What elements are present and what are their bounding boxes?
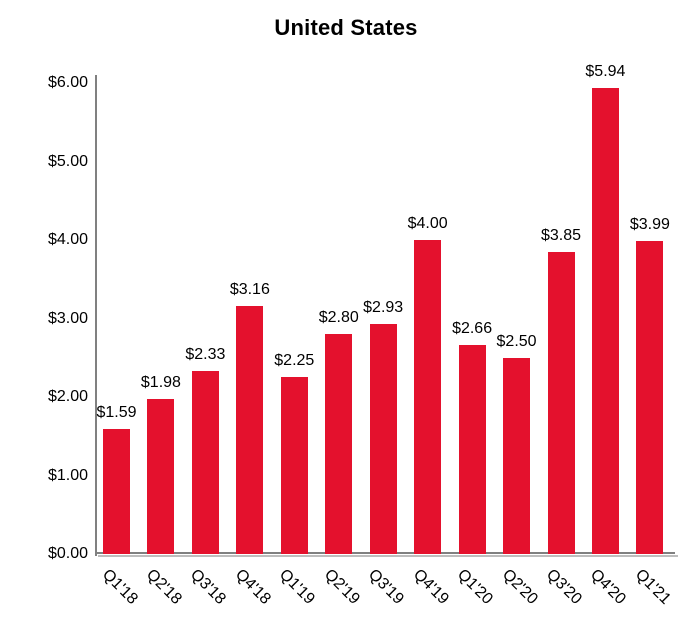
x-axis-tick-label: Q4'18 <box>231 566 274 608</box>
y-axis-tick-label: $0.00 <box>47 545 88 562</box>
bar <box>103 429 130 554</box>
bar-value-label: $3.16 <box>229 281 270 298</box>
bar <box>458 345 486 554</box>
bar-value-label: $3.99 <box>629 216 670 233</box>
y-axis-tick-label: $4.00 <box>47 231 88 248</box>
x-axis-tick-label: Q1'19 <box>276 566 319 608</box>
bar-value-label: $5.94 <box>585 63 626 80</box>
y-axis-line <box>95 75 97 556</box>
x-axis-tick-label: Q1'21 <box>631 566 674 608</box>
bar-value-label: $1.59 <box>96 404 137 421</box>
y-axis-tick-label: $1.00 <box>47 466 88 484</box>
bar <box>414 240 442 554</box>
y-axis-tick-label: $5.00 <box>47 152 88 170</box>
bar-value-label: $2.33 <box>185 346 226 363</box>
x-axis-tick-label: Q3'18 <box>187 566 230 608</box>
bar <box>191 371 219 554</box>
x-axis-tick-label: Q3'20 <box>542 566 585 608</box>
x-axis-tick-label: Q4'20 <box>587 566 630 608</box>
bar-value-label: $2.93 <box>363 299 404 316</box>
bar <box>325 334 353 554</box>
bar-value-label: $3.85 <box>540 227 582 244</box>
y-axis-tick-label: $3.00 <box>47 309 88 327</box>
bar-value-label: $1.98 <box>140 374 181 391</box>
bar <box>280 377 308 554</box>
bar-value-label: $2.25 <box>274 352 315 369</box>
bar-value-label: $4.00 <box>407 215 448 232</box>
y-axis-tick-label: $6.00 <box>47 74 88 91</box>
x-axis-tick-label: Q1'18 <box>98 566 141 608</box>
x-axis-tick-label: Q2'19 <box>320 566 363 608</box>
bar-value-label: $2.80 <box>318 309 359 326</box>
y-axis-tick-label: $2.00 <box>47 388 88 405</box>
bar-value-label: $2.50 <box>496 333 537 350</box>
x-axis-tick-label: Q1'20 <box>454 566 496 608</box>
x-axis-tick-label: Q4'19 <box>409 566 452 608</box>
bar <box>369 324 397 554</box>
bar <box>591 88 619 554</box>
bar <box>547 252 575 554</box>
x-axis-tick-label: Q2'18 <box>142 566 185 608</box>
x-axis-tick-label: Q2'20 <box>498 566 541 608</box>
bar <box>503 358 531 554</box>
bar <box>147 399 175 554</box>
bar <box>636 241 664 554</box>
x-axis-tick-label: Q3'19 <box>365 566 408 608</box>
bar-value-label: $2.66 <box>452 320 493 337</box>
bar <box>236 306 264 554</box>
chart-title: United States <box>274 15 418 40</box>
